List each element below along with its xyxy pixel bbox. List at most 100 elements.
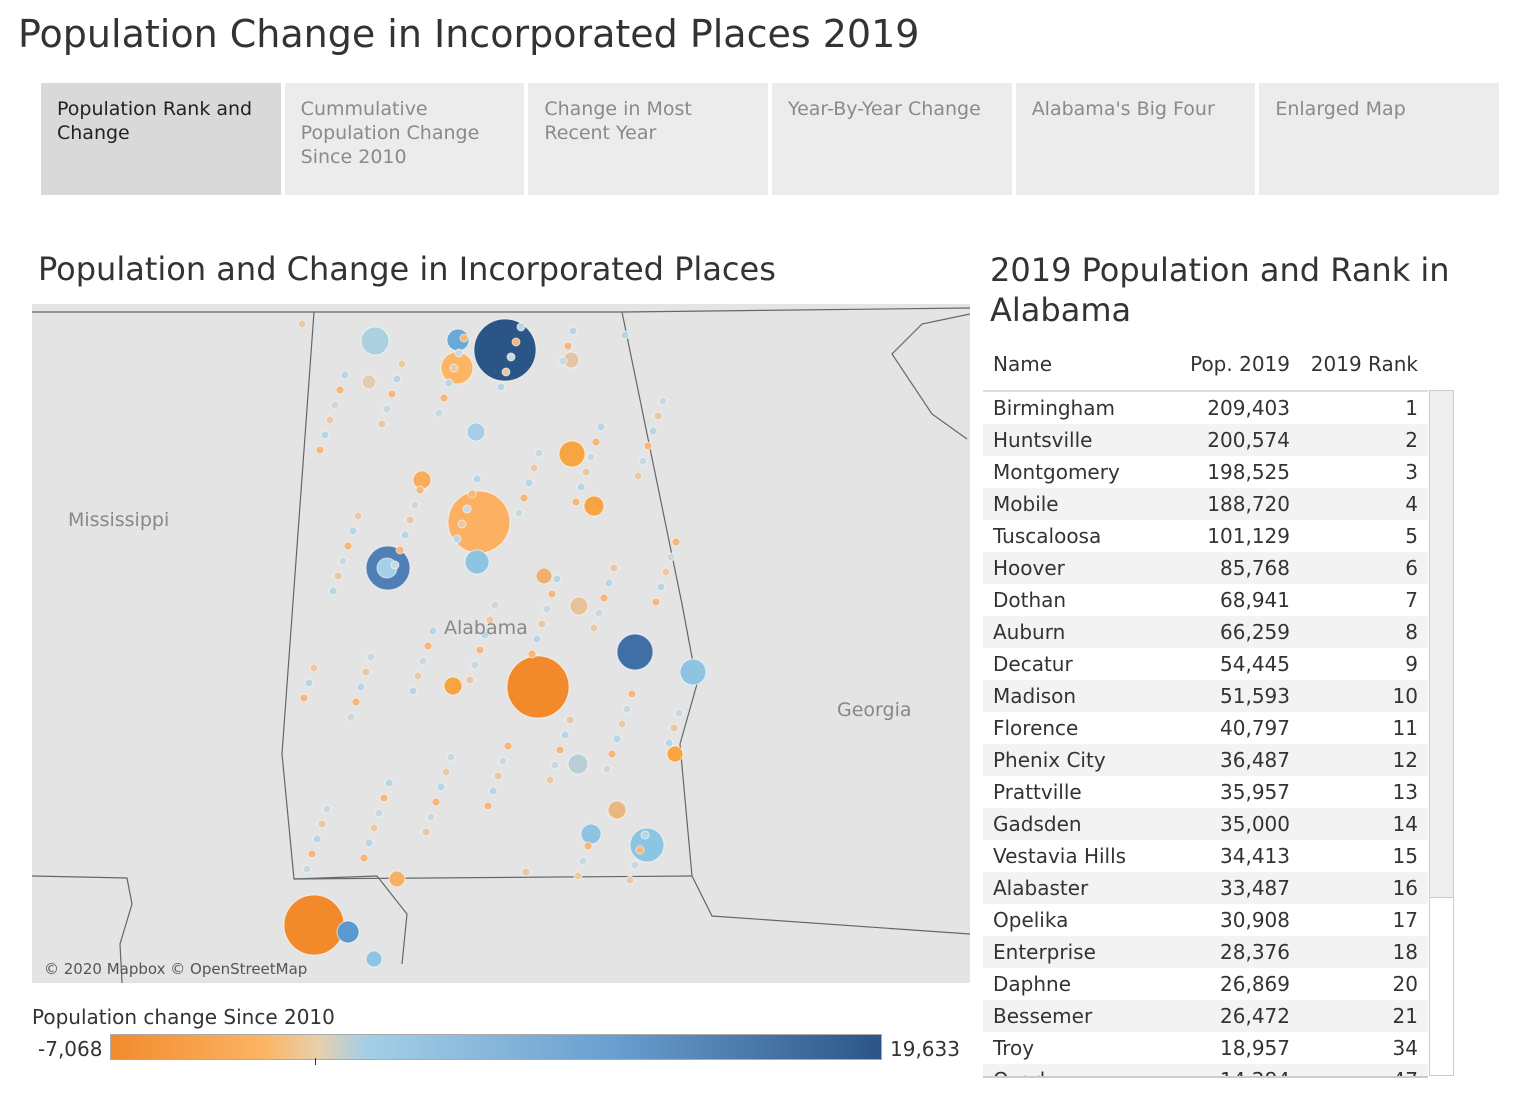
place-marker[interactable] — [328, 586, 338, 596]
table-row[interactable]: Mobile 188,720 4 — [983, 488, 1428, 520]
place-marker[interactable] — [656, 582, 666, 592]
place-marker[interactable] — [434, 408, 444, 418]
place-marker[interactable] — [470, 660, 480, 670]
place-marker[interactable] — [560, 730, 570, 740]
place-marker[interactable] — [664, 738, 674, 748]
table-row[interactable]: Decatur 54,445 9 — [983, 648, 1428, 680]
place-marker[interactable] — [392, 374, 402, 384]
place-marker[interactable] — [648, 426, 658, 436]
place-marker[interactable] — [379, 793, 389, 803]
place-marker[interactable] — [669, 723, 679, 733]
table-row[interactable]: Huntsville 200,574 2 — [983, 424, 1428, 456]
place-marker[interactable] — [596, 422, 606, 432]
place-marker[interactable] — [307, 849, 317, 859]
place-marker[interactable] — [524, 478, 534, 488]
place-marker[interactable] — [627, 689, 637, 699]
place-marker[interactable] — [353, 511, 363, 521]
header-rank[interactable]: 2019 Rank — [1310, 352, 1418, 376]
map-canvas[interactable]: Mississippi Alabama Georgia © 2020 Mapbo… — [31, 304, 971, 984]
table-row[interactable]: Daphne 26,869 20 — [983, 968, 1428, 1000]
place-marker[interactable] — [395, 545, 405, 555]
table-row[interactable]: Tuscaloosa 101,129 5 — [983, 520, 1428, 552]
place-marker[interactable] — [336, 920, 360, 944]
place-marker[interactable] — [343, 541, 353, 551]
place-marker[interactable] — [443, 676, 463, 696]
place-marker[interactable] — [488, 786, 498, 796]
place-marker[interactable] — [346, 712, 356, 722]
table-row[interactable]: Dothan 68,941 7 — [983, 584, 1428, 616]
place-marker[interactable] — [340, 370, 350, 380]
place-marker[interactable] — [452, 534, 462, 544]
place-marker[interactable] — [558, 356, 568, 366]
place-marker[interactable] — [485, 615, 495, 625]
place-marker[interactable] — [537, 619, 547, 629]
place-marker[interactable] — [473, 318, 537, 382]
place-marker[interactable] — [410, 500, 420, 510]
place-marker[interactable] — [446, 752, 456, 762]
place-marker[interactable] — [320, 430, 330, 440]
place-marker[interactable] — [567, 753, 589, 775]
place-marker[interactable] — [558, 440, 586, 468]
table-row[interactable]: Montgomery 198,525 3 — [983, 456, 1428, 488]
place-marker[interactable] — [625, 875, 635, 885]
place-marker[interactable] — [501, 367, 511, 377]
place-marker[interactable] — [436, 782, 446, 792]
place-marker[interactable] — [555, 745, 565, 755]
place-marker[interactable] — [459, 333, 469, 343]
place-marker[interactable] — [413, 671, 423, 681]
place-marker[interactable] — [457, 519, 467, 529]
place-marker[interactable] — [444, 378, 454, 388]
place-marker[interactable] — [617, 719, 627, 729]
place-marker[interactable] — [449, 363, 459, 373]
place-marker[interactable] — [583, 495, 605, 517]
place-marker[interactable] — [490, 600, 500, 610]
place-marker[interactable] — [534, 448, 544, 458]
place-marker[interactable] — [426, 812, 436, 822]
place-marker[interactable] — [428, 626, 438, 636]
place-marker[interactable] — [527, 649, 537, 659]
place-marker[interactable] — [418, 656, 428, 666]
table-row[interactable]: Alabaster 33,487 16 — [983, 872, 1428, 904]
place-marker[interactable] — [622, 704, 632, 714]
place-marker[interactable] — [397, 359, 407, 369]
place-marker[interactable] — [377, 419, 387, 429]
place-marker[interactable] — [441, 767, 451, 777]
map[interactable]: Mississippi Alabama Georgia © 2020 Mapbo… — [31, 304, 971, 984]
place-marker[interactable] — [604, 578, 614, 588]
place-marker[interactable] — [361, 374, 377, 390]
table-row[interactable]: Opelika 30,908 17 — [983, 904, 1428, 936]
place-marker[interactable] — [671, 537, 681, 547]
place-marker[interactable] — [309, 663, 319, 673]
place-marker[interactable] — [351, 697, 361, 707]
map-attribution[interactable]: © 2020 Mapbox © OpenStreetMap — [44, 960, 307, 978]
place-marker[interactable] — [506, 352, 516, 362]
place-marker[interactable] — [359, 853, 369, 863]
place-marker[interactable] — [297, 319, 307, 329]
place-marker[interactable] — [333, 571, 343, 581]
tab-recent-change[interactable]: Change in Most Recent Year — [528, 83, 769, 195]
place-marker[interactable] — [480, 630, 490, 640]
tab-population-rank[interactable]: Population Rank and Change — [41, 83, 281, 195]
place-marker[interactable] — [519, 493, 529, 503]
place-marker[interactable] — [390, 560, 400, 570]
place-marker[interactable] — [666, 745, 684, 763]
table-row[interactable]: Florence 40,797 11 — [983, 712, 1428, 744]
place-marker[interactable] — [325, 415, 335, 425]
place-marker[interactable] — [573, 871, 583, 881]
place-marker[interactable] — [493, 771, 503, 781]
place-marker[interactable] — [542, 604, 552, 614]
place-marker[interactable] — [602, 764, 612, 774]
table-row[interactable]: Troy 18,957 34 — [983, 1032, 1428, 1064]
table-row[interactable]: Prattville 35,957 13 — [983, 776, 1428, 808]
place-marker[interactable] — [387, 389, 397, 399]
place-marker[interactable] — [545, 775, 555, 785]
place-marker[interactable] — [405, 515, 415, 525]
place-marker[interactable] — [503, 741, 513, 751]
table-row[interactable]: Phenix City 36,487 12 — [983, 744, 1428, 776]
place-marker[interactable] — [589, 623, 599, 633]
place-marker[interactable] — [529, 463, 539, 473]
place-marker[interactable] — [599, 593, 609, 603]
place-marker[interactable] — [581, 467, 591, 477]
place-marker[interactable] — [465, 675, 475, 685]
place-marker[interactable] — [591, 437, 601, 447]
